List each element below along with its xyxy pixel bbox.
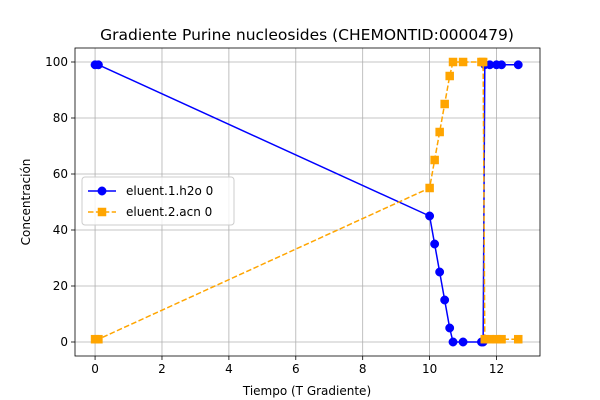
x-tick-label: 8	[359, 362, 367, 376]
data-point	[458, 57, 468, 67]
y-tick-label: 40	[53, 223, 68, 237]
data-point	[513, 60, 523, 70]
data-point	[440, 295, 450, 305]
data-point	[497, 60, 506, 70]
data-point	[93, 60, 103, 70]
data-point	[448, 337, 458, 347]
legend-marker	[97, 186, 107, 196]
legend-label: eluent.1.h2o 0	[126, 184, 213, 198]
x-tick-label: 0	[91, 362, 99, 376]
y-tick-label: 100	[45, 55, 68, 69]
data-point	[497, 334, 506, 344]
plot-area-frame	[74, 47, 541, 357]
chart-legend: eluent.1.h2o 0 eluent.2.acn 0	[81, 176, 235, 226]
x-tick-label: 4	[225, 362, 233, 376]
y-axis-label: Concentración	[19, 159, 33, 246]
y-tick-label: 20	[53, 279, 68, 293]
x-tick-label: 6	[292, 362, 300, 376]
legend-box	[81, 176, 235, 226]
axis-ticks: 0 2 4 6 8 10 12 0 20 40 60 80 100	[45, 55, 504, 376]
legend-items: eluent.1.h2o 0 eluent.2.acn 0	[88, 184, 213, 219]
y-tick-label: 80	[53, 111, 68, 125]
data-point	[445, 323, 455, 333]
legend-label: eluent.2.acn 0	[126, 205, 212, 219]
data-point	[458, 337, 468, 347]
data-series	[90, 57, 523, 347]
data-point	[430, 239, 440, 249]
x-tick-label: 12	[489, 362, 504, 376]
data-point	[448, 57, 458, 67]
chart-title: Gradiente Purine nucleosides (CHEMONTID:…	[100, 26, 514, 44]
data-point	[430, 155, 439, 165]
data-point	[94, 334, 103, 344]
x-tick-label: 2	[158, 362, 166, 376]
series-2	[90, 57, 523, 344]
legend-marker	[97, 207, 107, 217]
data-point	[478, 57, 488, 67]
y-tick-label: 60	[53, 167, 68, 181]
data-point	[435, 267, 445, 277]
x-axis-label: Tiempo (T Gradiente)	[242, 384, 371, 398]
data-point	[514, 334, 523, 344]
legend-item: eluent.1.h2o 0	[88, 184, 213, 198]
legend-item: eluent.2.acn 0	[88, 205, 212, 219]
x-tick-label: 10	[422, 362, 437, 376]
data-point	[445, 71, 454, 81]
data-point	[425, 211, 435, 221]
y-tick-label: 0	[60, 335, 68, 349]
data-point	[440, 99, 449, 109]
data-point	[435, 127, 444, 137]
data-point	[425, 183, 434, 193]
